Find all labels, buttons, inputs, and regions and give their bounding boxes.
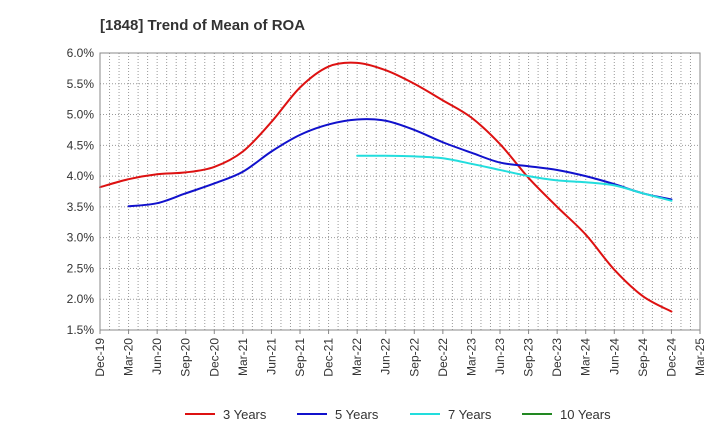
x-tick-label: Mar-25 — [693, 338, 707, 376]
y-tick-label: 3.5% — [67, 200, 95, 214]
x-tick-label: Jun-22 — [379, 338, 393, 375]
x-tick-label: Sep-21 — [293, 338, 307, 377]
x-tick-label: Jun-23 — [493, 338, 507, 375]
y-tick-label: 4.5% — [67, 138, 95, 152]
x-axis: Dec-19 Mar-20 Jun-20 Sep-20 Dec-20 Mar-21 Jun-… — [93, 330, 707, 377]
y-tick-label: 3.0% — [67, 231, 95, 245]
plot-frame — [99, 52, 701, 331]
x-tick-label: Dec-22 — [436, 338, 450, 377]
series-line-5-years — [127, 118, 673, 208]
x-tick-label: Jun-24 — [607, 338, 621, 375]
x-tick-label: Sep-23 — [522, 338, 536, 377]
x-tick-label: Jun-21 — [264, 338, 278, 375]
grid — [100, 52, 700, 331]
x-tick-label: Jun-20 — [150, 338, 164, 375]
y-tick-label: 5.0% — [67, 108, 95, 122]
x-tick-label: Dec-23 — [550, 338, 564, 377]
x-tick-label: Sep-22 — [407, 338, 421, 377]
x-tick-label: Mar-21 — [236, 338, 250, 376]
x-tick-label: Dec-19 — [93, 338, 107, 377]
y-tick-label: 4.0% — [67, 169, 95, 183]
legend-label-7-years: 7 Years — [448, 407, 492, 422]
x-tick-label: Dec-21 — [322, 338, 336, 377]
series-lines — [99, 61, 673, 313]
legend-label-10-years: 10 Years — [560, 407, 611, 422]
series-line-3-years — [99, 61, 673, 313]
y-tick-label: 2.0% — [67, 292, 95, 306]
x-tick-label: Mar-23 — [464, 338, 478, 376]
y-tick-label: 5.5% — [67, 77, 95, 91]
y-tick-label: 2.5% — [67, 261, 95, 275]
series-line-7-years — [356, 154, 673, 202]
legend: 3 Years 5 Years 7 Years 10 Years — [185, 407, 611, 422]
x-tick-label: Dec-24 — [664, 338, 678, 377]
x-tick-label: Sep-24 — [636, 338, 650, 377]
legend-label-3-years: 3 Years — [223, 407, 267, 422]
y-tick-label: 1.5% — [67, 323, 95, 337]
x-tick-label: Mar-24 — [579, 338, 593, 376]
x-tick-label: Mar-22 — [350, 338, 364, 376]
y-tick-label: 6.0% — [67, 46, 95, 60]
y-axis: 1.5% 2.0% 2.5% 3.0% 3.5% 4.0% 4.5% 5.0% 5.5% 6.0% — [67, 46, 95, 337]
legend-label-5-years: 5 Years — [335, 407, 379, 422]
x-tick-label: Mar-20 — [122, 338, 136, 376]
x-tick-label: Dec-20 — [207, 338, 221, 377]
chart-title: [1848] Trend of Mean of ROA — [100, 17, 305, 34]
x-tick-label: Sep-20 — [179, 338, 193, 377]
